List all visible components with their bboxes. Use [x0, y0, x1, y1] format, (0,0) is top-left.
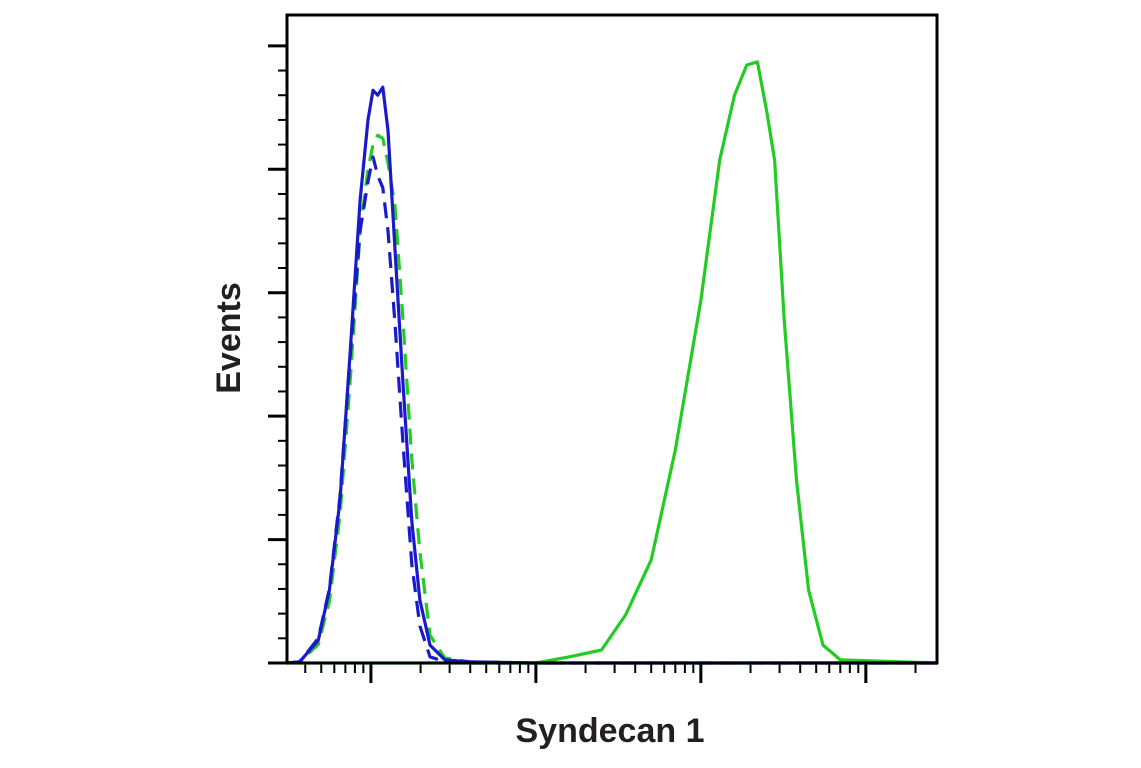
histogram-line	[286, 155, 937, 665]
plot-frame	[285, 13, 939, 665]
histogram-line	[286, 85, 937, 665]
x-axis-label: Syndecan 1	[516, 712, 705, 750]
y-axis-label: Events	[210, 282, 248, 394]
histogram-line	[287, 60, 938, 665]
